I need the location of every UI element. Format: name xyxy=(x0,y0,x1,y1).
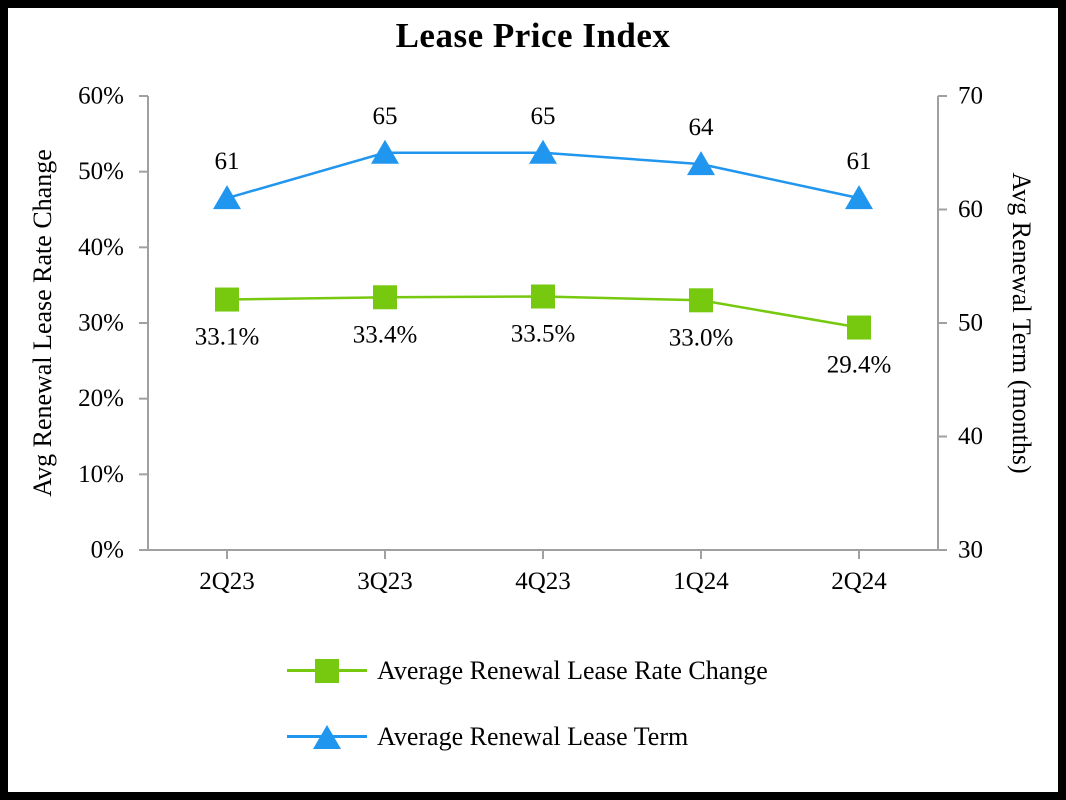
left-axis-tick-label: 0% xyxy=(91,537,124,564)
chart-title: Lease Price Index xyxy=(395,16,671,55)
right-axis-title: Avg Renewal Term (months) xyxy=(1007,172,1036,474)
left-axis-tick-label: 20% xyxy=(78,385,124,412)
legend-item-rate-change: Average Renewal Lease Rate Change xyxy=(287,654,768,688)
data-label: 65 xyxy=(373,103,398,130)
legend-label-rate-change: Average Renewal Lease Rate Change xyxy=(377,656,768,685)
right-axis-tick-label: 50 xyxy=(958,310,983,337)
legend-triangle-marker-icon xyxy=(313,725,341,749)
x-axis-category-label: 2Q24 xyxy=(831,568,887,595)
right-axis-tick-label: 40 xyxy=(958,423,983,450)
legend-swatch-lease-term xyxy=(287,723,367,751)
legend-swatch-rate-change xyxy=(287,657,367,685)
x-axis-category-label: 4Q23 xyxy=(515,568,571,595)
triangle-marker-icon xyxy=(371,139,399,164)
data-label: 61 xyxy=(215,148,240,175)
data-label: 33.5% xyxy=(511,321,576,348)
data-label: 61 xyxy=(847,148,872,175)
triangle-marker-icon xyxy=(529,139,557,164)
left-axis-title: Avg Renewal Lease Rate Change xyxy=(28,149,57,497)
data-label: 33.0% xyxy=(669,324,734,351)
legend-item-lease-term: Average Renewal Lease Term xyxy=(287,720,688,754)
x-axis-category-label: 2Q23 xyxy=(199,568,255,595)
right-axis-tick-label: 70 xyxy=(958,83,983,110)
data-label: 33.1% xyxy=(195,324,260,351)
left-axis-tick-label: 40% xyxy=(78,234,124,261)
data-label: 64 xyxy=(689,114,715,141)
legend-label-lease-term: Average Renewal Lease Term xyxy=(377,722,689,751)
x-axis-category-label: 1Q24 xyxy=(673,568,729,595)
triangle-marker-icon xyxy=(213,185,241,210)
triangle-marker-icon xyxy=(687,151,715,176)
square-marker-icon xyxy=(531,284,555,309)
right-axis-tick-label: 30 xyxy=(958,537,983,564)
left-axis-tick-label: 30% xyxy=(78,310,124,337)
left-axis-tick-label: 50% xyxy=(78,158,124,185)
data-label: 65 xyxy=(531,103,556,130)
legend-square-marker-icon xyxy=(315,659,339,683)
square-marker-icon xyxy=(847,315,871,340)
data-label: 29.4% xyxy=(827,352,892,379)
square-marker-icon xyxy=(689,288,713,313)
square-marker-icon xyxy=(215,287,239,312)
x-axis-category-label: 3Q23 xyxy=(357,568,413,595)
triangle-marker-icon xyxy=(845,185,873,210)
left-axis-tick-label: 10% xyxy=(78,461,124,488)
data-label: 33.4% xyxy=(353,321,418,348)
left-axis-tick-label: 60% xyxy=(78,83,124,110)
right-axis-tick-label: 60 xyxy=(958,196,983,223)
square-marker-icon xyxy=(373,285,397,310)
